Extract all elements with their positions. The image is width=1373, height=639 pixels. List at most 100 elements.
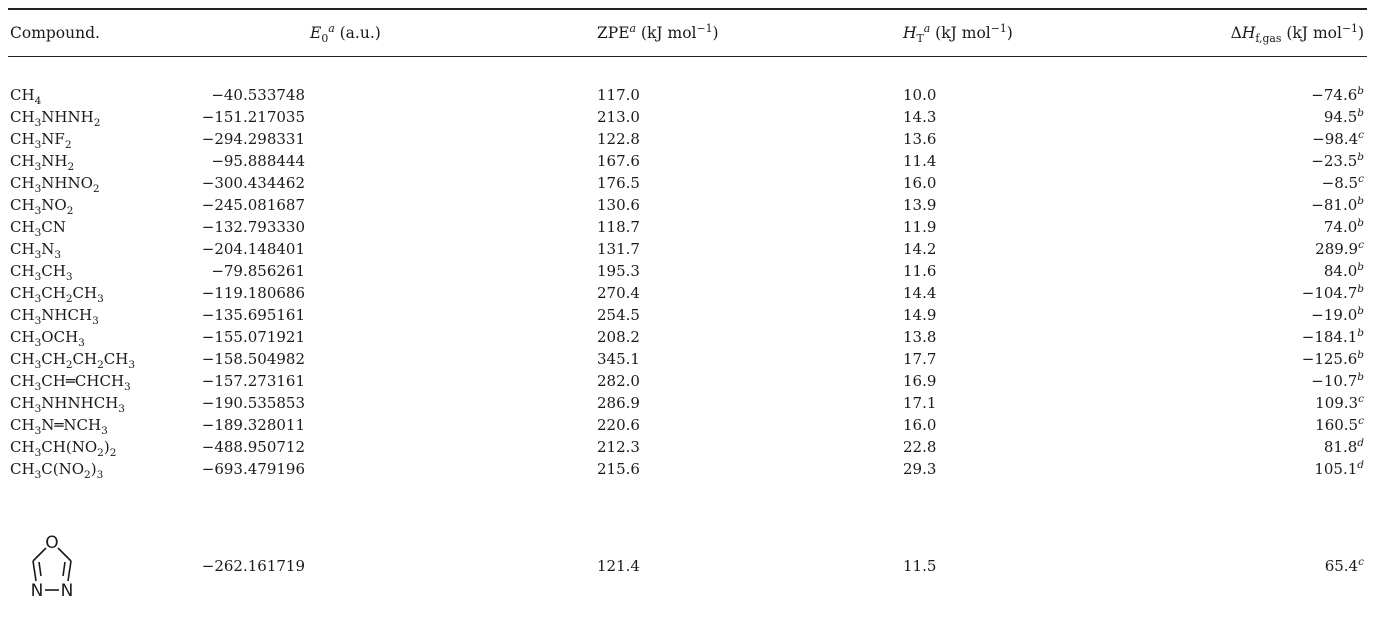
zpe-cell: 195.3 [597, 262, 640, 280]
header-ht: HTa (kJ mol−1) [903, 21, 1013, 46]
dhf-cell: −8.5c [1322, 173, 1364, 193]
ht-cell: 13.8 [903, 328, 937, 346]
dhf-value: 84.0 [1323, 262, 1358, 280]
dhf-cell: −125.6b [1302, 349, 1364, 369]
footnote-marker: b [1357, 217, 1364, 229]
dhf-value: 289.9 [1315, 240, 1359, 258]
zpe-cell: 213.0 [597, 108, 640, 126]
dhf-cell: 94.5b [1324, 107, 1364, 127]
e0-cell: −95.888444 [211, 152, 305, 170]
ht-cell: 14.4 [903, 284, 937, 302]
zpe-cell: 282.0 [597, 372, 640, 390]
header-zpe: ZPEa (kJ mol−1) [597, 21, 719, 42]
compound-cell: CH3CH═CHCH3 [10, 372, 131, 393]
e0-cell: −488.950712 [201, 438, 305, 456]
ht-cell: 11.6 [903, 262, 937, 280]
nitrogen-atom-label: N [61, 581, 74, 601]
table-header-rule [8, 56, 1367, 57]
e0-cell: −245.081687 [201, 196, 305, 214]
zpe-cell: 118.7 [597, 218, 640, 236]
dhf-value: −184.1 [1301, 328, 1358, 346]
dhf-value: 109.3 [1315, 394, 1359, 412]
footnote-marker: b [1357, 283, 1364, 295]
footnote-marker: c [1358, 129, 1364, 141]
zpe-cell: 130.6 [597, 196, 640, 214]
compound-cell: CH3N═NCH3 [10, 416, 108, 437]
compound-cell: CH3CH2CH2CH3 [10, 350, 136, 371]
compound-cell: CH3N3 [10, 240, 62, 261]
zpe-cell: 208.2 [597, 328, 640, 346]
footnote-marker: b [1357, 371, 1364, 383]
dhf-value: −104.7 [1301, 284, 1358, 302]
footnote-marker: d [1357, 437, 1364, 449]
oxygen-atom-label: O [45, 533, 58, 553]
zpe-cell: 254.5 [597, 306, 640, 324]
ht-cell: 22.8 [903, 438, 937, 456]
dhf-value: 74.0 [1323, 218, 1358, 236]
footnote-marker: c [1358, 393, 1364, 405]
dhf-value: 160.5 [1315, 416, 1359, 434]
compound-cell: CH3CH(NO2)2 [10, 438, 117, 459]
ht-cell: 16.0 [903, 174, 937, 192]
compound-cell: CH3CH3 [10, 262, 73, 283]
compound-cell: CH3NHNO2 [10, 174, 100, 195]
dhf-cell: −98.4c [1312, 129, 1364, 149]
ht-cell: 14.9 [903, 306, 937, 324]
e0-cell: −262.161719 [201, 557, 305, 575]
e0-cell: −189.328011 [201, 416, 305, 434]
footnote-marker: b [1357, 327, 1364, 339]
zpe-cell: 117.0 [597, 86, 640, 104]
footnote-marker: c [1358, 556, 1364, 568]
nitrogen-atom-label: N [31, 581, 44, 601]
zpe-cell: 131.7 [597, 240, 640, 258]
dhf-cell: −23.5b [1311, 151, 1364, 171]
zpe-cell: 220.6 [597, 416, 640, 434]
footnote-marker: c [1358, 415, 1364, 427]
table-top-rule [8, 8, 1367, 10]
dhf-cell: 65.4c [1325, 556, 1364, 576]
footnote-marker: b [1357, 261, 1364, 273]
dhf-value: −81.0 [1311, 196, 1358, 214]
dhf-value: −19.0 [1311, 306, 1358, 324]
footnote-marker: b [1357, 107, 1364, 119]
zpe-cell: 122.8 [597, 130, 640, 148]
compound-cell: CH3NO2 [10, 196, 74, 217]
e0-cell: −158.504982 [201, 350, 305, 368]
zpe-cell: 121.4 [597, 557, 640, 575]
dhf-cell: 289.9c [1315, 239, 1364, 259]
dhf-value: 105.1 [1314, 460, 1358, 478]
dhf-cell: −19.0b [1311, 305, 1364, 325]
dhf-cell: 81.8d [1324, 437, 1364, 457]
zpe-cell: 345.1 [597, 350, 640, 368]
ht-cell: 16.9 [903, 372, 937, 390]
ht-cell: 13.6 [903, 130, 937, 148]
ht-cell: 11.5 [903, 557, 937, 575]
ht-cell: 13.9 [903, 196, 937, 214]
e0-cell: −294.298331 [201, 130, 305, 148]
e0-cell: −132.793330 [201, 218, 305, 236]
zpe-cell: 176.5 [597, 174, 640, 192]
header-dhf: ΔHf,gas (kJ mol−1) [1230, 21, 1364, 46]
ht-cell: 14.2 [903, 240, 937, 258]
compound-cell: CH3OCH3 [10, 328, 85, 349]
footnote-marker: b [1357, 151, 1364, 163]
footnote-marker: d [1357, 459, 1364, 471]
compound-cell: CH3NF2 [10, 130, 72, 151]
compound-cell: CH3NHNH2 [10, 108, 101, 129]
ht-cell: 16.0 [903, 416, 937, 434]
dhf-value: −74.6 [1311, 86, 1358, 104]
header-compound: Compound. [10, 24, 100, 42]
e0-cell: −79.856261 [211, 262, 305, 280]
zpe-cell: 212.3 [597, 438, 640, 456]
ht-cell: 29.3 [903, 460, 937, 478]
zpe-cell: 215.6 [597, 460, 640, 478]
dhf-value: 81.8 [1323, 438, 1358, 456]
dhf-cell: −184.1b [1302, 327, 1364, 347]
footnote-marker: c [1358, 173, 1364, 185]
ht-cell: 11.9 [903, 218, 937, 236]
oxadiazole-structure-icon: O N N [31, 533, 74, 601]
dhf-cell: −10.7b [1311, 371, 1364, 391]
e0-cell: −300.434462 [201, 174, 305, 192]
compound-cell: CH3CN [10, 218, 66, 239]
e0-cell: −135.695161 [201, 306, 305, 324]
